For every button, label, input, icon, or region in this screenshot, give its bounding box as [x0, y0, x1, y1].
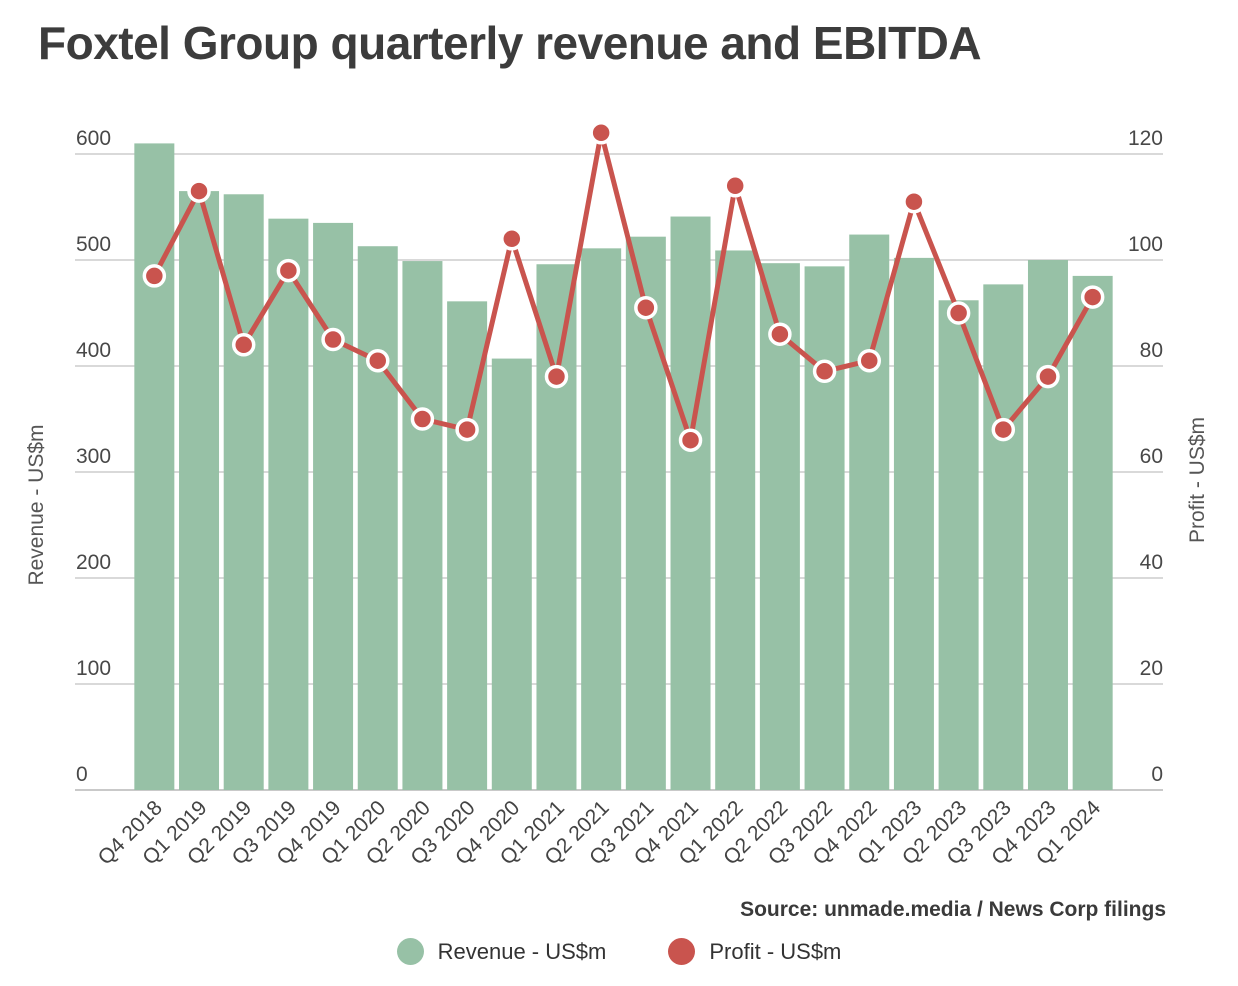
left-axis-tick-label: 200 — [76, 551, 111, 574]
revenue-bar — [581, 248, 622, 791]
legend: Revenue - US$m Profit - US$m — [0, 938, 1238, 965]
profit-point — [544, 364, 569, 389]
profit-point — [678, 428, 703, 452]
revenue-bar — [670, 216, 711, 791]
left-axis-tick-label: 400 — [76, 339, 111, 362]
revenue-bar — [491, 358, 532, 790]
left-axis-tick-label: 500 — [76, 233, 111, 256]
right-axis-tick-label: 100 — [1128, 233, 1163, 256]
profit-point — [902, 189, 926, 214]
profit-point — [500, 227, 524, 251]
right-axis-tick-label: 0 — [1151, 763, 1163, 786]
profit-point — [634, 295, 658, 320]
profit-point — [768, 322, 792, 346]
right-axis-tick-label: 60 — [1140, 445, 1163, 468]
legend-item-profit: Profit - US$m — [668, 938, 841, 965]
revenue-bar — [625, 236, 666, 790]
right-axis-tick-label: 80 — [1140, 339, 1163, 362]
profit-point — [589, 121, 613, 145]
revenue-bar — [893, 257, 934, 790]
revenue-bar — [1072, 275, 1113, 790]
revenue-bar — [268, 218, 309, 790]
profit-point — [366, 348, 390, 373]
revenue-bar — [134, 143, 175, 790]
profit-point — [410, 407, 435, 431]
revenue-swatch-icon — [396, 938, 424, 965]
profit-swatch-icon — [668, 938, 696, 965]
revenue-bar — [179, 191, 220, 791]
right-axis-tick-label: 20 — [1140, 657, 1163, 680]
revenue-bar — [1027, 260, 1068, 790]
revenue-bar — [313, 222, 354, 790]
revenue-bar — [715, 250, 756, 790]
revenue-bar — [938, 300, 979, 790]
right-axis-tick-label: 40 — [1140, 551, 1163, 574]
revenue-bar — [357, 246, 398, 791]
left-axis-tick-label: 0 — [76, 763, 88, 786]
profit-point — [187, 179, 211, 203]
profit-point — [812, 359, 837, 384]
profit-line — [151, 130, 1096, 443]
legend-item-revenue: Revenue - US$m — [396, 938, 607, 965]
left-axis-tick-label: 300 — [76, 445, 111, 468]
profit-point — [276, 258, 301, 283]
right-axis-tick-label: 120 — [1128, 127, 1163, 150]
profit-point — [1036, 364, 1060, 389]
profit-point — [142, 264, 167, 288]
revenue-bar — [402, 261, 443, 790]
profit-point — [946, 301, 971, 325]
legend-label-profit: Profit - US$m — [709, 938, 842, 964]
revenue-bar — [849, 234, 890, 790]
revenue-bar — [804, 266, 845, 790]
left-axis-tick-label: 100 — [76, 657, 111, 680]
source-note: Source: unmade.media / News Corp filings — [740, 898, 1166, 921]
revenue-bar — [983, 284, 1024, 790]
revenue-bar — [536, 264, 577, 790]
revenue-bar — [223, 194, 264, 790]
profit-point — [991, 417, 1016, 442]
profit-point — [1080, 285, 1105, 309]
profit-point — [231, 333, 256, 357]
profit-point — [321, 327, 345, 352]
profit-point — [455, 417, 479, 442]
revenue-bar — [759, 263, 800, 790]
legend-label-revenue: Revenue - US$m — [437, 938, 607, 964]
left-axis-tick-label: 600 — [76, 127, 111, 150]
profit-point — [857, 348, 881, 373]
chart-title: Foxtel Group quarterly revenue and EBITD… — [38, 17, 982, 69]
profit-point — [723, 174, 747, 198]
